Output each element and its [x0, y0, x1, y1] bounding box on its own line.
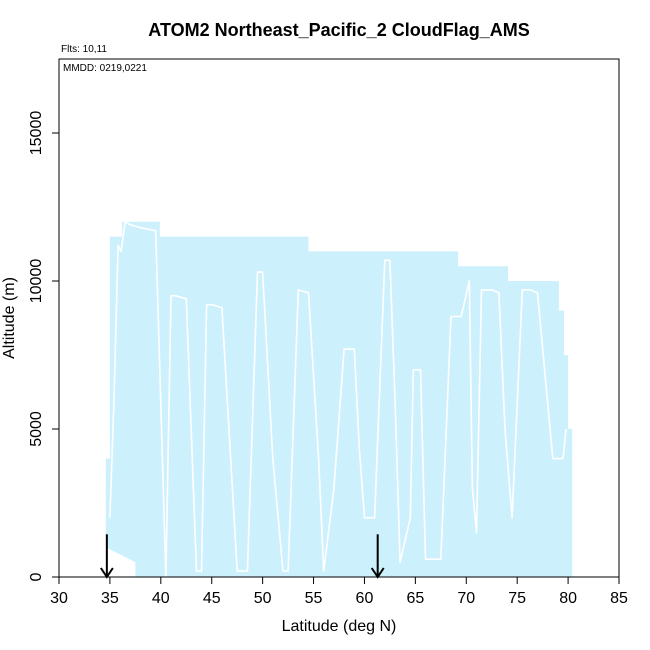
x-axis: 30 35 40 45 50 55 60 65 70 75 80 85 — [50, 577, 628, 607]
x-tick-label: 65 — [406, 590, 424, 607]
x-tick-label: 45 — [203, 590, 221, 607]
y-axis-label: Altitude (m) — [1, 277, 18, 359]
cloud-flag-area — [105, 221, 573, 578]
x-tick-label: 50 — [254, 590, 272, 607]
dates-annotation: MMDD: 0219,0221 — [63, 63, 147, 74]
y-tick-label: 15000 — [28, 111, 45, 156]
x-tick-label: 80 — [559, 590, 577, 607]
y-axis: 0 5000 10000 15000 — [28, 111, 59, 581]
flight-track-line — [109, 221, 567, 578]
x-axis-label: Latitude (deg N) — [282, 618, 397, 635]
x-tick-label: 70 — [457, 590, 475, 607]
x-tick-label: 30 — [50, 590, 68, 607]
flights-annotation: Flts: 10,11 — [61, 44, 107, 55]
y-tick-label: 5000 — [28, 411, 45, 447]
plot-frame — [58, 58, 620, 578]
plot-area — [100, 221, 573, 579]
x-tick-label: 75 — [508, 590, 526, 607]
chart-title: ATOM2 Northeast_Pacific_2 CloudFlag_AMS — [148, 20, 529, 40]
x-tick-label: 35 — [101, 590, 119, 607]
x-tick-label: 55 — [305, 590, 323, 607]
x-tick-label: 60 — [356, 590, 374, 607]
x-tick-label: 40 — [152, 590, 170, 607]
y-tick-label: 10000 — [28, 259, 45, 304]
y-tick-label: 0 — [28, 572, 45, 581]
x-tick-label: 85 — [610, 590, 628, 607]
